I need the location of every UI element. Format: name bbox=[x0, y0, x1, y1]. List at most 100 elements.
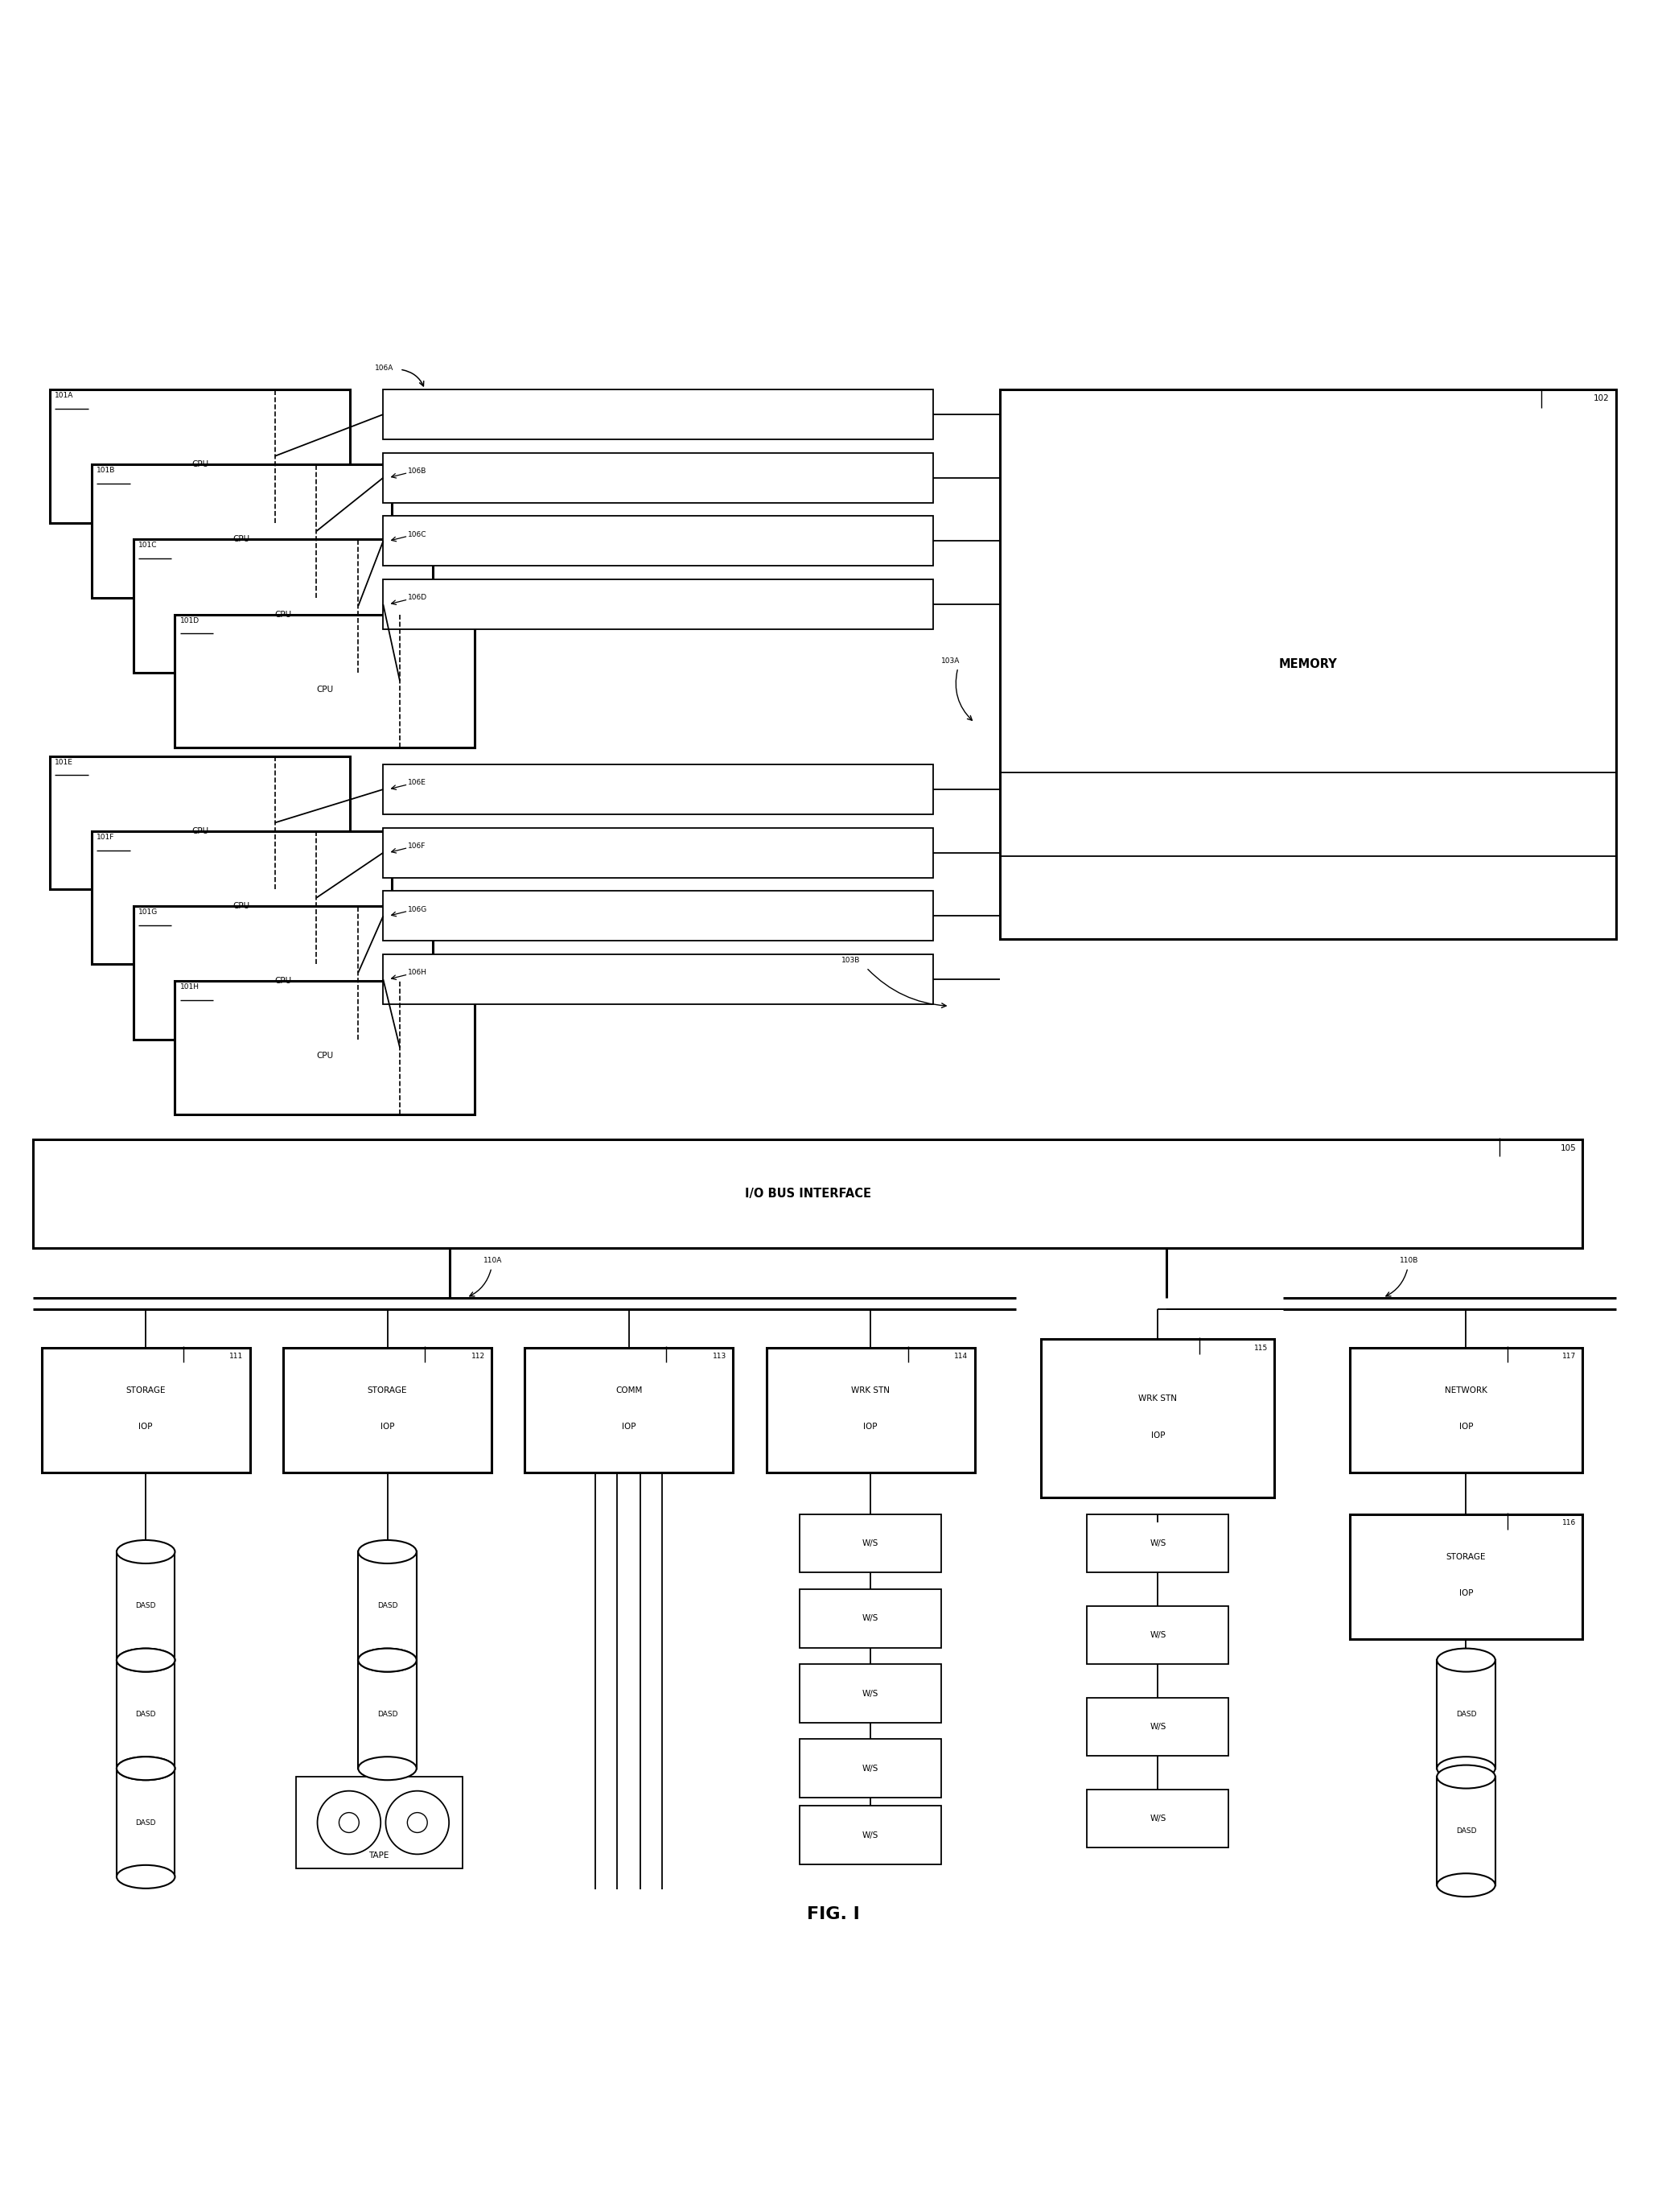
Bar bbox=[117, 1659, 175, 1767]
Ellipse shape bbox=[117, 1648, 175, 1672]
Text: IOP: IOP bbox=[1151, 1431, 1165, 1440]
Text: MEMORY: MEMORY bbox=[1278, 659, 1338, 670]
Text: CPU: CPU bbox=[317, 1053, 333, 1060]
Text: W/S: W/S bbox=[863, 1690, 878, 1697]
Text: DASD: DASD bbox=[135, 1818, 157, 1827]
Bar bbox=[92, 832, 392, 964]
Bar bbox=[1349, 1515, 1583, 1639]
Text: 101C: 101C bbox=[138, 542, 157, 549]
Text: W/S: W/S bbox=[1150, 1723, 1166, 1730]
Bar bbox=[117, 1553, 175, 1659]
Bar bbox=[42, 1347, 250, 1473]
Bar bbox=[383, 953, 933, 1004]
Text: FIG. I: FIG. I bbox=[806, 1907, 860, 1922]
Text: DASD: DASD bbox=[1456, 1710, 1476, 1719]
Bar bbox=[800, 1805, 941, 1865]
Bar bbox=[1086, 1606, 1230, 1663]
Text: 106H: 106H bbox=[408, 969, 428, 975]
Bar bbox=[1086, 1515, 1230, 1573]
Bar bbox=[50, 757, 350, 889]
Text: 106B: 106B bbox=[408, 467, 426, 476]
Text: 103A: 103A bbox=[941, 657, 960, 664]
Bar bbox=[1436, 1776, 1496, 1885]
Bar bbox=[92, 465, 392, 597]
Text: 116: 116 bbox=[1563, 1520, 1576, 1526]
Text: W/S: W/S bbox=[1150, 1540, 1166, 1548]
Text: CPU: CPU bbox=[192, 460, 208, 469]
Text: 117: 117 bbox=[1563, 1352, 1576, 1360]
Text: DASD: DASD bbox=[377, 1601, 398, 1610]
Text: 106G: 106G bbox=[408, 905, 428, 914]
Text: W/S: W/S bbox=[863, 1540, 878, 1548]
Bar bbox=[283, 1347, 491, 1473]
Text: 101H: 101H bbox=[180, 984, 200, 991]
Text: 101D: 101D bbox=[180, 617, 200, 624]
Bar bbox=[800, 1588, 941, 1648]
Bar bbox=[525, 1347, 733, 1473]
Bar bbox=[133, 540, 433, 672]
Text: 106D: 106D bbox=[408, 595, 428, 602]
Text: W/S: W/S bbox=[863, 1615, 878, 1621]
Text: W/S: W/S bbox=[863, 1765, 878, 1772]
Text: DASD: DASD bbox=[135, 1601, 157, 1610]
Bar bbox=[117, 1767, 175, 1876]
Bar bbox=[383, 765, 933, 814]
Bar bbox=[1000, 389, 1616, 940]
Text: STORAGE: STORAGE bbox=[368, 1387, 407, 1394]
Text: WRK STN: WRK STN bbox=[851, 1387, 890, 1394]
Text: CPU: CPU bbox=[275, 978, 292, 984]
Bar bbox=[383, 827, 933, 878]
Text: IOP: IOP bbox=[138, 1422, 153, 1431]
Ellipse shape bbox=[117, 1540, 175, 1564]
Bar bbox=[297, 1776, 463, 1869]
Text: STORAGE: STORAGE bbox=[1446, 1553, 1486, 1562]
Text: 101A: 101A bbox=[55, 392, 73, 398]
Text: W/S: W/S bbox=[863, 1832, 878, 1838]
Text: 106E: 106E bbox=[408, 779, 426, 785]
Bar bbox=[1436, 1659, 1496, 1767]
Text: STORAGE: STORAGE bbox=[127, 1387, 165, 1394]
Text: IOP: IOP bbox=[380, 1422, 395, 1431]
Ellipse shape bbox=[117, 1756, 175, 1781]
Bar bbox=[358, 1659, 416, 1767]
Text: 101F: 101F bbox=[97, 834, 115, 841]
Ellipse shape bbox=[1436, 1756, 1496, 1781]
Bar bbox=[50, 389, 350, 522]
Bar bbox=[383, 580, 933, 630]
Ellipse shape bbox=[1436, 1648, 1496, 1672]
Text: 101G: 101G bbox=[138, 909, 158, 916]
Text: TAPE: TAPE bbox=[368, 1851, 390, 1860]
Bar bbox=[766, 1347, 975, 1473]
Text: IOP: IOP bbox=[1459, 1590, 1473, 1597]
Text: NETWORK: NETWORK bbox=[1444, 1387, 1488, 1394]
Ellipse shape bbox=[1436, 1765, 1496, 1790]
Text: 102: 102 bbox=[1593, 394, 1609, 403]
Bar bbox=[358, 1553, 416, 1659]
Text: CPU: CPU bbox=[192, 827, 208, 836]
Text: W/S: W/S bbox=[1150, 1630, 1166, 1639]
Ellipse shape bbox=[117, 1756, 175, 1781]
Text: W/S: W/S bbox=[1150, 1814, 1166, 1823]
Bar bbox=[800, 1515, 941, 1573]
Text: 114: 114 bbox=[955, 1352, 968, 1360]
Text: IOP: IOP bbox=[1459, 1422, 1473, 1431]
Bar bbox=[800, 1739, 941, 1798]
Bar bbox=[800, 1663, 941, 1723]
Text: I/O BUS INTERFACE: I/O BUS INTERFACE bbox=[745, 1188, 871, 1199]
Text: IOP: IOP bbox=[863, 1422, 878, 1431]
Text: COMM: COMM bbox=[615, 1387, 643, 1394]
Text: 110B: 110B bbox=[1399, 1256, 1418, 1265]
Ellipse shape bbox=[358, 1648, 416, 1672]
Text: 113: 113 bbox=[713, 1352, 726, 1360]
Bar bbox=[383, 891, 933, 940]
Text: WRK STN: WRK STN bbox=[1138, 1394, 1178, 1402]
Bar bbox=[175, 615, 475, 748]
Text: 115: 115 bbox=[1254, 1345, 1268, 1352]
Text: CPU: CPU bbox=[275, 611, 292, 619]
Bar bbox=[175, 980, 475, 1115]
Bar bbox=[1349, 1347, 1583, 1473]
Text: CPU: CPU bbox=[233, 535, 250, 544]
Bar bbox=[383, 515, 933, 566]
Ellipse shape bbox=[117, 1648, 175, 1672]
Text: CPU: CPU bbox=[317, 686, 333, 692]
